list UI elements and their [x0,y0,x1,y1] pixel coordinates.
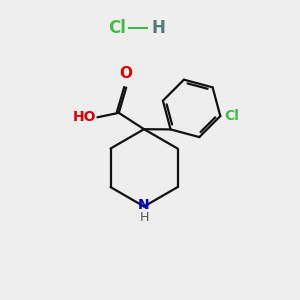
Text: Cl: Cl [108,19,126,37]
Text: O: O [120,66,133,81]
Text: H: H [152,19,165,37]
Text: HO: HO [72,110,96,124]
Text: N: N [138,198,150,212]
Text: H: H [140,211,149,224]
Text: Cl: Cl [224,109,239,123]
